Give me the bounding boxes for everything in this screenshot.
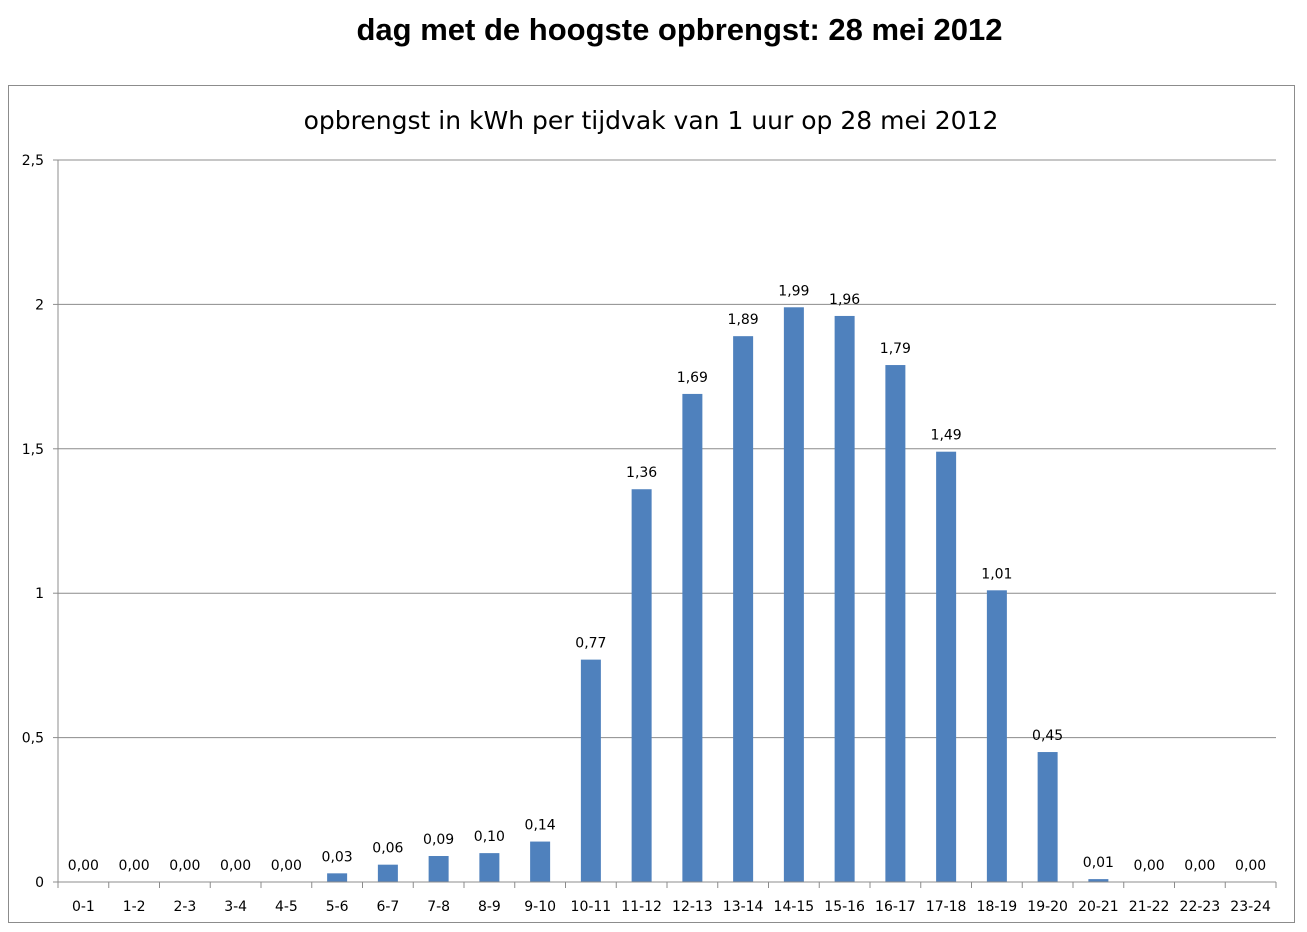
data-label: 1,36 — [626, 465, 657, 481]
x-tick-label: 22-23 — [1180, 899, 1221, 915]
data-label: 0,06 — [372, 841, 403, 857]
bar — [986, 590, 1007, 882]
data-label: 1,89 — [728, 312, 759, 328]
x-tick-label: 5-6 — [326, 899, 349, 915]
y-tick-label: 2,5 — [22, 153, 44, 169]
data-label: 0,00 — [1134, 858, 1165, 874]
x-tick-label: 12-13 — [672, 899, 713, 915]
bar — [936, 451, 957, 882]
data-label: 0,00 — [119, 858, 150, 874]
bar — [682, 393, 703, 882]
bar — [783, 307, 804, 883]
y-tick-label: 1,5 — [22, 442, 44, 458]
data-label: 0,45 — [1032, 728, 1063, 744]
x-tick-label: 15-16 — [824, 899, 865, 915]
x-tick-label: 9-10 — [524, 899, 556, 915]
x-tick-label: 14-15 — [774, 899, 815, 915]
x-tick-label: 10-11 — [571, 899, 612, 915]
data-label: 1,79 — [880, 341, 911, 357]
data-label: 0,00 — [169, 858, 200, 874]
bar — [1037, 752, 1058, 882]
y-tick-label: 0 — [35, 875, 44, 891]
bar — [428, 856, 449, 882]
y-tick-label: 2 — [35, 297, 44, 313]
data-label: 0,00 — [68, 858, 99, 874]
x-tick-label: 21-22 — [1129, 899, 1170, 915]
bar — [885, 365, 906, 883]
data-label: 0,00 — [1184, 858, 1215, 874]
x-tick-label: 1-2 — [123, 899, 146, 915]
bar — [479, 853, 500, 882]
x-tick-label: 7-8 — [427, 899, 450, 915]
bar — [530, 841, 551, 882]
x-tick-label: 11-12 — [621, 899, 662, 915]
x-tick-label: 3-4 — [224, 899, 247, 915]
data-label: 0,00 — [220, 858, 251, 874]
bar — [327, 873, 348, 882]
chart-title: opbrengst in kWh per tijdvak van 1 uur o… — [304, 106, 999, 135]
bar — [377, 864, 398, 882]
data-label: 0,03 — [322, 849, 353, 865]
bar — [580, 659, 601, 882]
y-tick-label: 0,5 — [22, 731, 44, 747]
data-label: 0,14 — [525, 818, 556, 834]
data-label: 0,77 — [575, 636, 606, 652]
data-label: 0,01 — [1083, 855, 1114, 871]
data-label: 1,96 — [829, 292, 860, 308]
x-tick-label: 13-14 — [723, 899, 764, 915]
data-label: 0,00 — [1235, 858, 1266, 874]
x-tick-label: 4-5 — [275, 899, 298, 915]
x-tick-label: 0-1 — [72, 899, 95, 915]
x-tick-label: 8-9 — [478, 899, 501, 915]
x-tick-label: 17-18 — [926, 899, 967, 915]
bar — [631, 489, 652, 882]
data-label: 1,99 — [778, 283, 809, 299]
data-label: 0,10 — [474, 829, 505, 845]
bar — [733, 336, 754, 883]
data-label: 1,01 — [981, 566, 1012, 582]
data-label: 0,09 — [423, 832, 454, 848]
data-label: 1,69 — [677, 370, 708, 386]
y-tick-label: 1 — [35, 586, 44, 602]
x-tick-label: 23-24 — [1230, 899, 1271, 915]
data-label: 0,00 — [271, 858, 302, 874]
bar — [1088, 879, 1109, 882]
x-tick-label: 6-7 — [376, 899, 399, 915]
x-tick-label: 18-19 — [977, 899, 1018, 915]
bar — [834, 315, 855, 882]
x-tick-label: 19-20 — [1027, 899, 1068, 915]
x-tick-label: 2-3 — [173, 899, 196, 915]
data-label: 1,49 — [931, 428, 962, 444]
x-tick-label: 16-17 — [875, 899, 916, 915]
page-heading: dag met de hoogste opbrengst: 28 mei 201… — [356, 12, 1003, 47]
x-tick-label: 20-21 — [1078, 899, 1119, 915]
